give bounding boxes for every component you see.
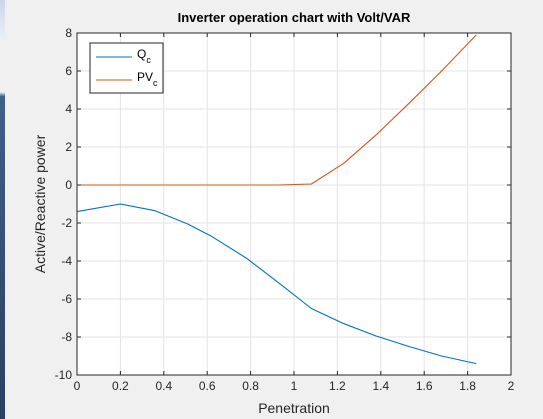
x-tick-label: 0.2: [112, 379, 129, 393]
x-tick-label: 1: [291, 379, 298, 393]
y-tick-label: -8: [61, 330, 72, 344]
y-tick-labels: -10 -8 -6 -4 -2 0 2 4 6 8: [55, 26, 73, 382]
y-tick-label: 2: [65, 140, 72, 154]
x-tick-label: 1.8: [459, 379, 476, 393]
x-tick-label: 2: [508, 379, 515, 393]
y-tick-label: 6: [65, 64, 72, 78]
chart-title: Inverter operation chart with Volt/VAR: [178, 10, 411, 25]
y-tick-label: -4: [61, 254, 72, 268]
y-tick-label: 4: [65, 102, 72, 116]
y-axis-label: Active/Reactive power: [32, 134, 48, 273]
x-axis-label: Penetration: [258, 400, 330, 416]
y-tick-label: 0: [65, 178, 72, 192]
x-tick-label: 0.8: [242, 379, 259, 393]
y-tick-label: -2: [61, 216, 72, 230]
x-tick-labels: 0 0.2 0.4 0.6 0.8 1 1.2 1.4 1.6 1.8 2: [74, 379, 515, 393]
x-tick-label: 0.6: [199, 379, 216, 393]
x-tick-label: 0.4: [155, 379, 172, 393]
x-tick-label: 0: [74, 379, 81, 393]
x-tick-label: 1.2: [329, 379, 346, 393]
y-tick-label: 8: [65, 26, 72, 40]
y-tick-label: -6: [61, 292, 72, 306]
x-tick-label: 1.6: [416, 379, 433, 393]
y-tick-label: -10: [55, 368, 73, 382]
x-tick-label: 1.4: [372, 379, 389, 393]
